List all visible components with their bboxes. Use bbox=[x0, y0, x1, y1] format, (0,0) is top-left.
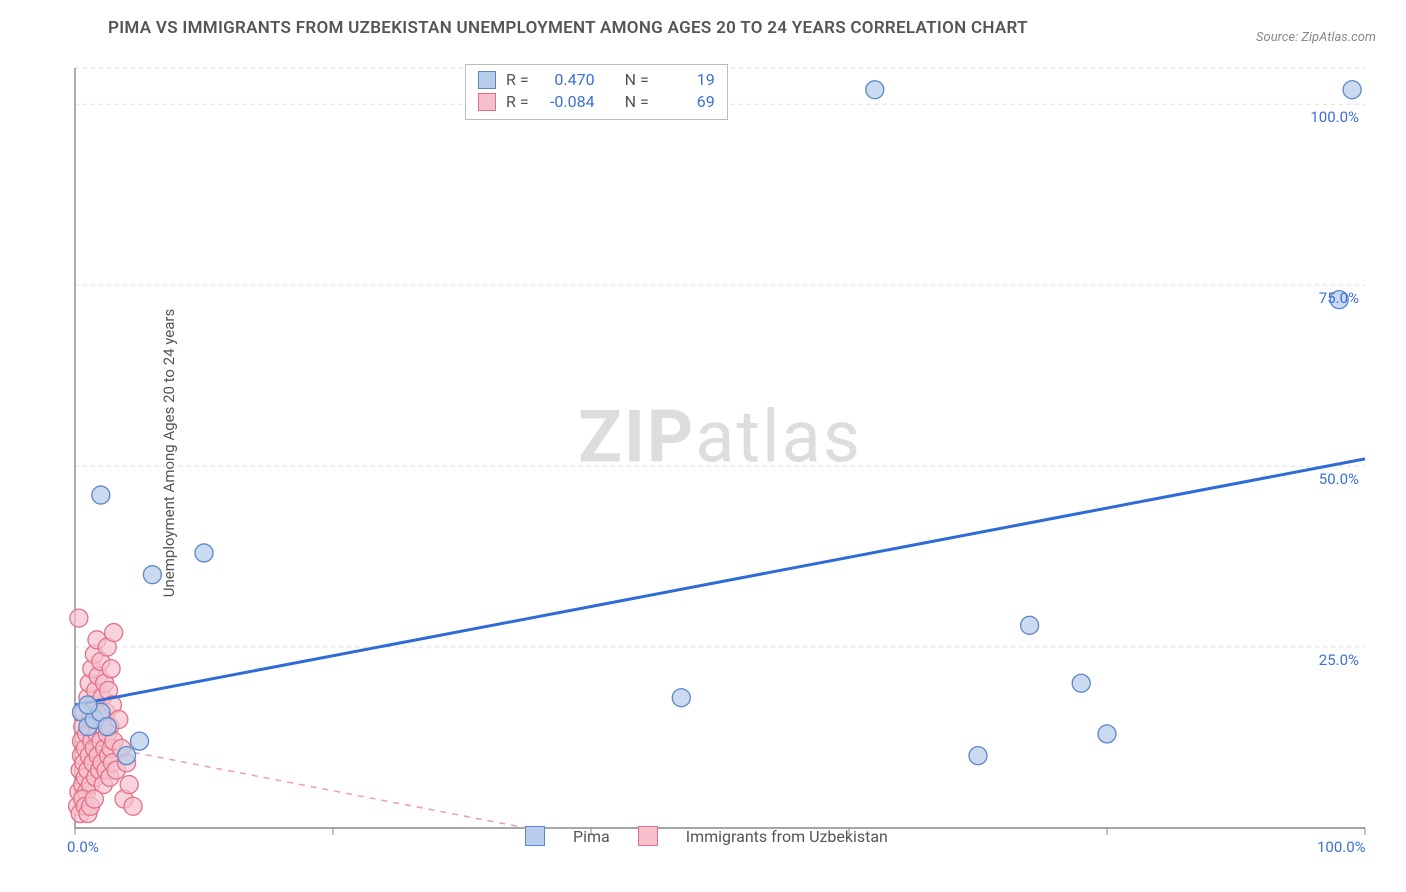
r-value-pima: 0.470 bbox=[539, 69, 595, 91]
source-attribution: Source: ZipAtlas.com bbox=[1256, 30, 1376, 45]
swatch-uzbek bbox=[478, 93, 496, 111]
y-tick-label: 50.0% bbox=[1319, 470, 1359, 488]
r-label: R = bbox=[506, 69, 529, 91]
y-tick-label: 25.0% bbox=[1319, 651, 1359, 669]
legend-swatch-pima bbox=[525, 826, 545, 846]
legend-label-pima: Pima bbox=[573, 827, 610, 846]
correlation-row-pima: R = 0.470 N = 19 bbox=[478, 69, 715, 91]
legend-label-uzbek: Immigrants from Uzbekistan bbox=[686, 827, 888, 846]
n-label: N = bbox=[625, 69, 649, 91]
correlation-row-uzbek: R = -0.084 N = 69 bbox=[478, 91, 715, 113]
r-value-uzbek: -0.084 bbox=[539, 91, 595, 113]
y-tick-label: 100.0% bbox=[1310, 108, 1359, 126]
correlation-box: R = 0.470 N = 19 R = -0.084 N = 69 bbox=[465, 64, 728, 120]
scatter-plot bbox=[55, 58, 1385, 848]
n-label: N = bbox=[625, 91, 649, 113]
r-label: R = bbox=[506, 91, 529, 113]
bottom-legend: Pima Immigrants from Uzbekistan bbox=[525, 826, 888, 846]
swatch-pima bbox=[478, 71, 496, 89]
chart-title: PIMA VS IMMIGRANTS FROM UZBEKISTAN UNEMP… bbox=[108, 18, 1028, 38]
x-tick-label: 0.0% bbox=[67, 838, 99, 856]
chart-area: Unemployment Among Ages 20 to 24 years Z… bbox=[55, 58, 1385, 848]
n-value-pima: 19 bbox=[659, 69, 715, 91]
n-value-uzbek: 69 bbox=[659, 91, 715, 113]
y-tick-label: 75.0% bbox=[1319, 289, 1359, 307]
x-tick-label: 100.0% bbox=[1317, 838, 1366, 856]
legend-swatch-uzbek bbox=[638, 826, 658, 846]
